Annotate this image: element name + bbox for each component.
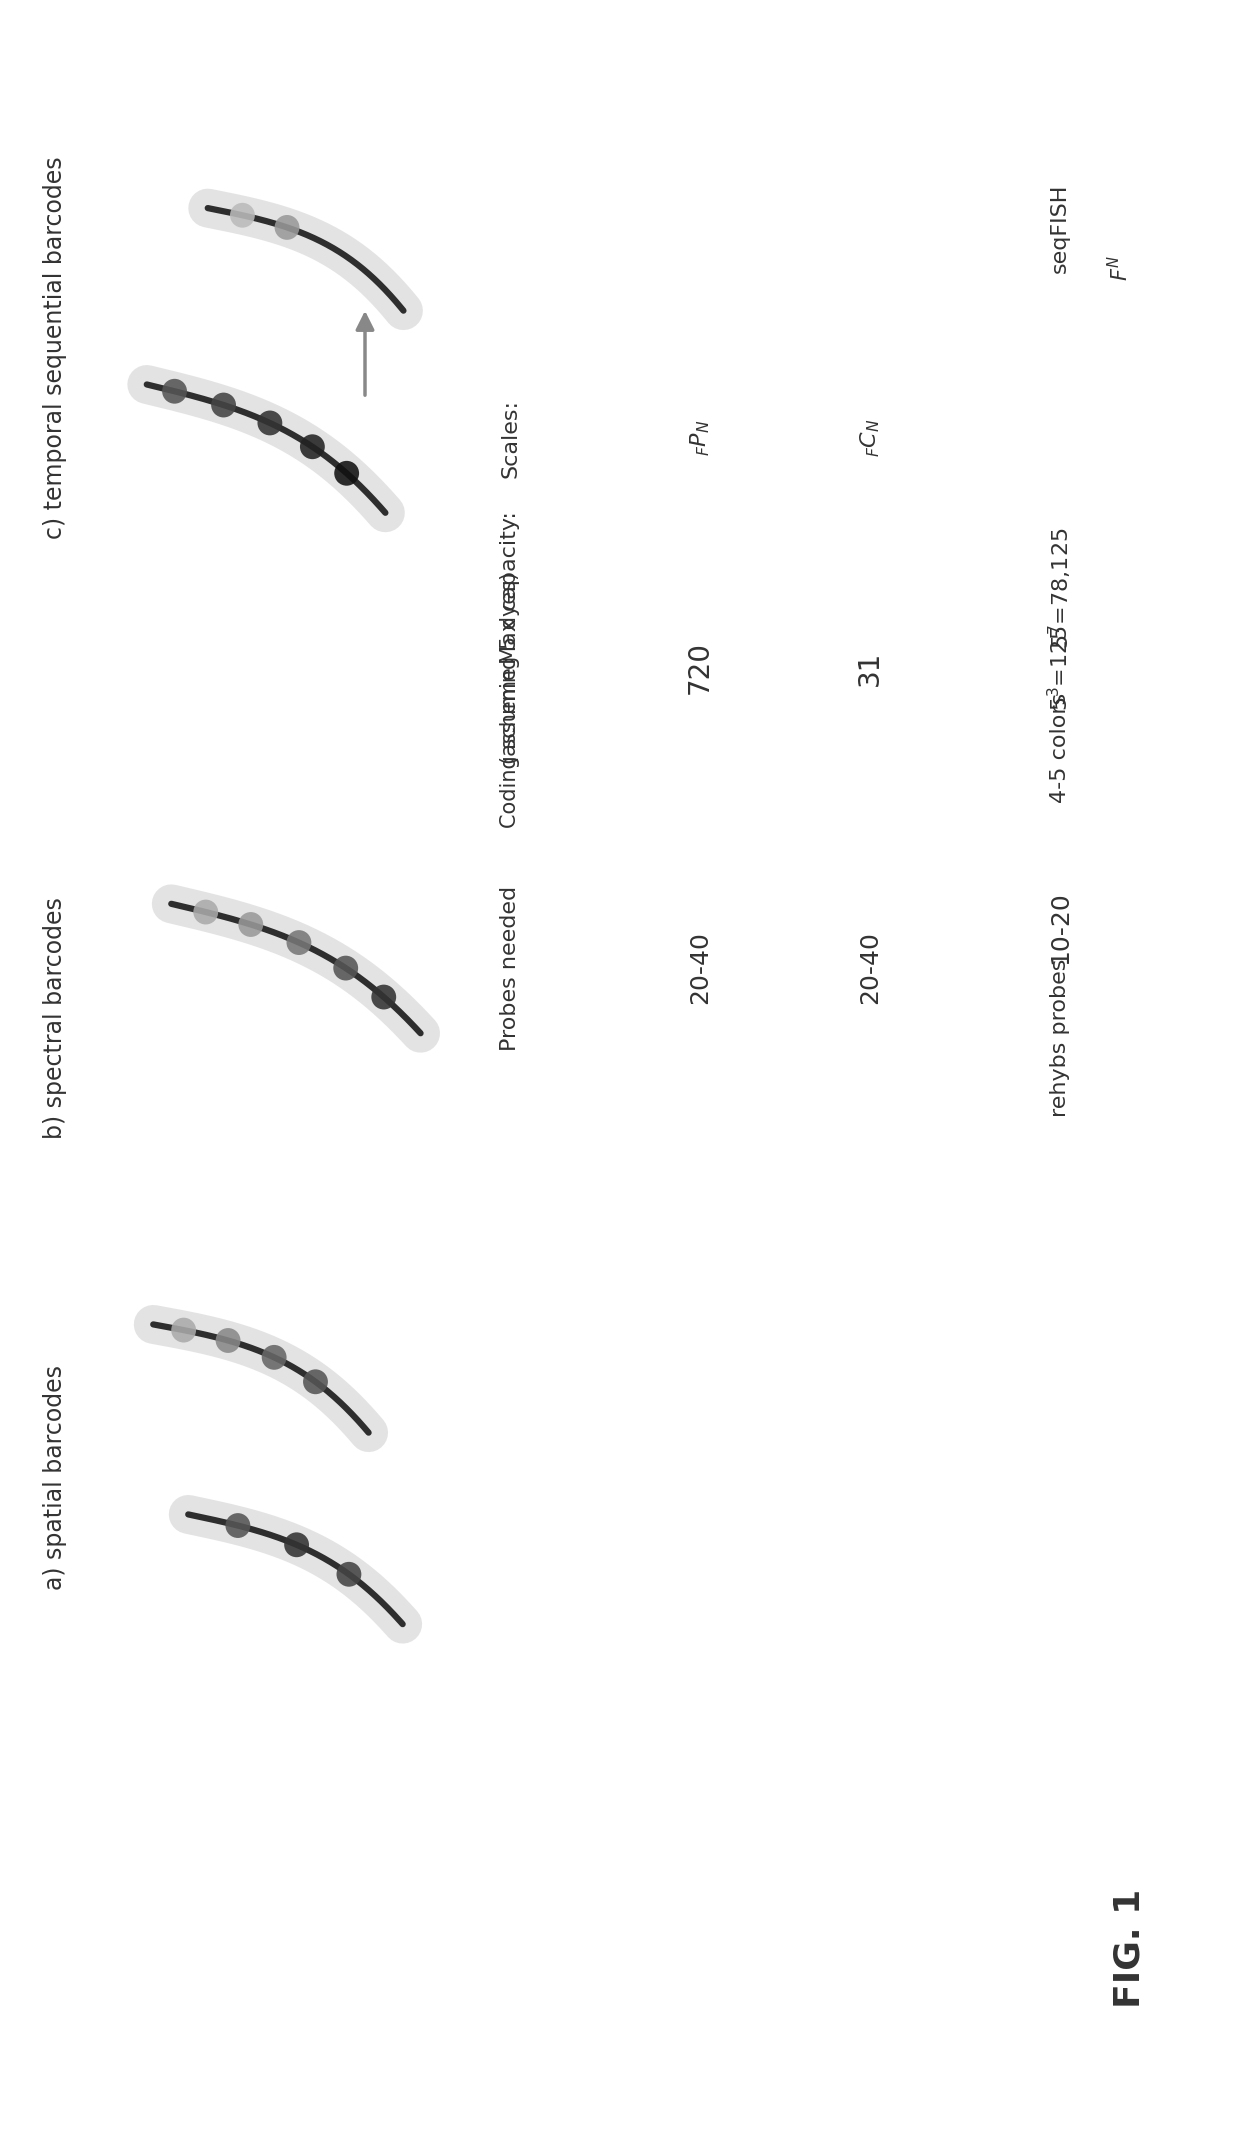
Point bbox=[213, 389, 233, 423]
Text: FIG. 1: FIG. 1 bbox=[1114, 1888, 1147, 2008]
Point bbox=[339, 1557, 358, 1592]
Text: b) spectral barcodes: b) spectral barcodes bbox=[43, 898, 67, 1138]
Point bbox=[196, 896, 216, 930]
Point bbox=[277, 211, 296, 245]
Point bbox=[264, 1340, 284, 1375]
Point bbox=[218, 1323, 238, 1358]
Point bbox=[305, 1364, 325, 1398]
Text: (assuming 5 dyes): (assuming 5 dyes) bbox=[500, 571, 520, 765]
Point bbox=[241, 906, 260, 941]
Text: $5^{7}$=78,125: $5^{7}$=78,125 bbox=[1047, 526, 1074, 649]
Text: 720: 720 bbox=[686, 642, 714, 694]
Text: $F^{N}$: $F^{N}$ bbox=[1107, 256, 1132, 281]
Point bbox=[337, 455, 357, 490]
Text: 20-40: 20-40 bbox=[858, 932, 882, 1005]
Text: Scales:: Scales: bbox=[500, 400, 520, 477]
Text: 4-5 colors: 4-5 colors bbox=[1050, 694, 1070, 803]
Text: $_{F}C_{N}$: $_{F}C_{N}$ bbox=[858, 419, 882, 458]
Point bbox=[303, 430, 322, 464]
Text: a) spatial barcodes: a) spatial barcodes bbox=[43, 1366, 67, 1590]
Point bbox=[286, 1527, 306, 1562]
Text: $5^{3}$=125: $5^{3}$=125 bbox=[1048, 625, 1073, 711]
Text: seqFISH: seqFISH bbox=[1050, 183, 1070, 273]
Text: c) temporal sequential barcodes: c) temporal sequential barcodes bbox=[43, 157, 67, 539]
Text: Max capacity:: Max capacity: bbox=[500, 511, 520, 664]
Point bbox=[336, 952, 356, 986]
Point bbox=[260, 406, 280, 440]
Point bbox=[165, 374, 185, 408]
Text: 31: 31 bbox=[856, 651, 884, 685]
Text: $_{F}P_{N}$: $_{F}P_{N}$ bbox=[688, 419, 712, 455]
Text: Probes needed: Probes needed bbox=[500, 885, 520, 1050]
Point bbox=[228, 1508, 248, 1542]
Text: Coding scheme: Coding scheme bbox=[500, 668, 520, 829]
Point bbox=[174, 1312, 193, 1347]
Point bbox=[233, 198, 253, 232]
Text: rehybs probes: rehybs probes bbox=[1050, 958, 1070, 1117]
Text: 20-40: 20-40 bbox=[688, 932, 712, 1005]
Point bbox=[373, 979, 393, 1014]
Point bbox=[289, 926, 309, 960]
Text: 10-20: 10-20 bbox=[1048, 891, 1073, 964]
